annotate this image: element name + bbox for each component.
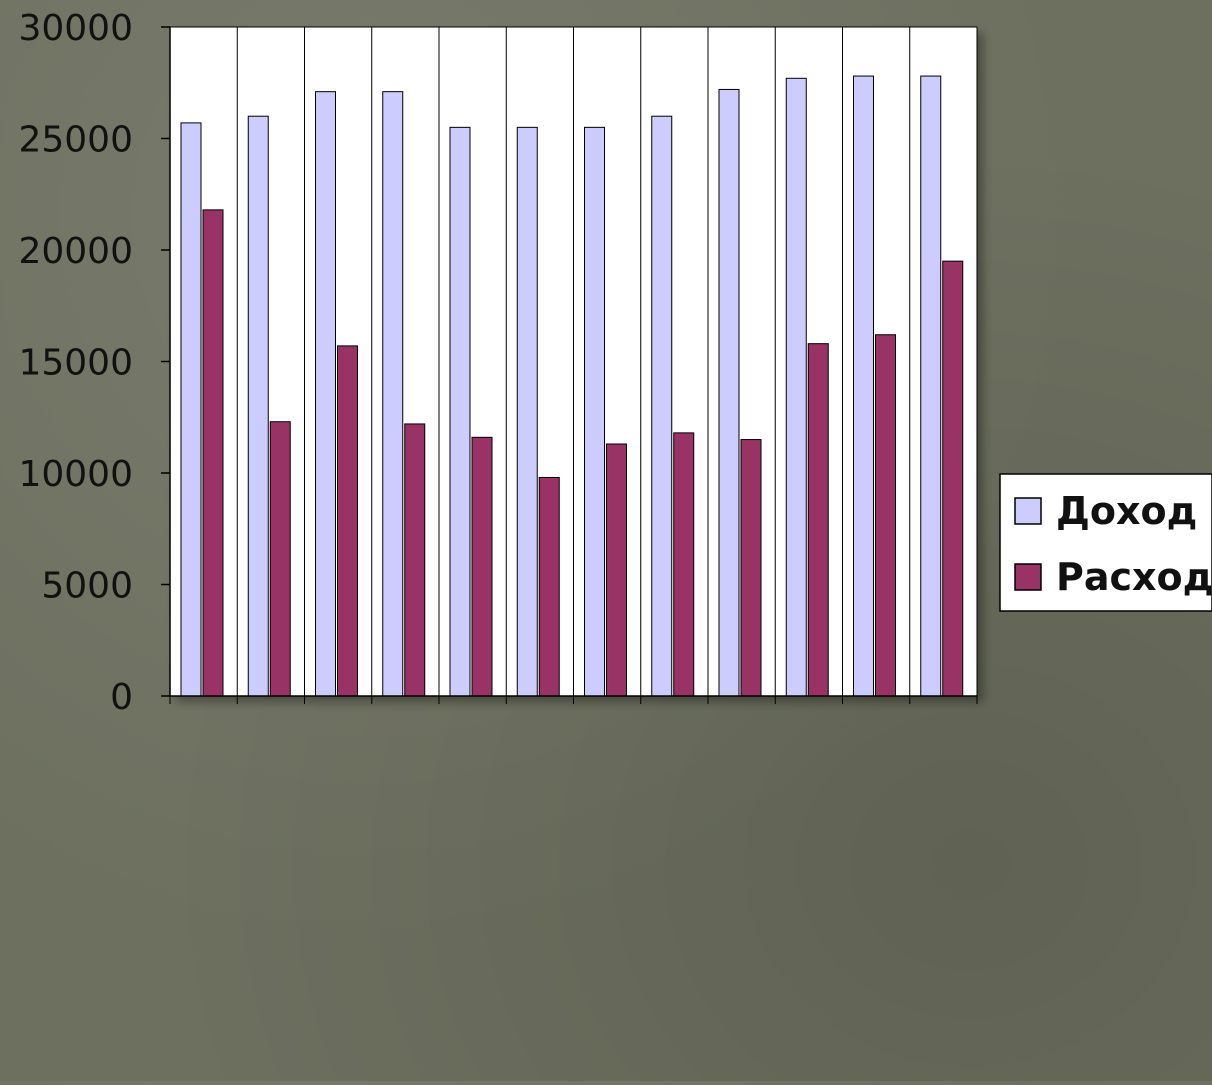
legend-label: Доход xyxy=(1056,489,1197,533)
y-tick-label: 30000 xyxy=(18,8,133,49)
bar-income xyxy=(651,115,673,697)
category-gridlines xyxy=(169,27,978,704)
legend-label: Расход xyxy=(1056,555,1212,599)
legend-swatch xyxy=(1014,563,1042,591)
bar-expense xyxy=(538,476,560,697)
bar-income xyxy=(516,126,538,697)
y-tick-label: 20000 xyxy=(18,231,133,272)
bar-expense xyxy=(740,439,762,697)
legend: Доход Расход xyxy=(999,473,1212,612)
bar-income xyxy=(584,126,605,697)
bar-income xyxy=(853,75,874,697)
y-tick-label: 10000 xyxy=(18,454,133,495)
y-tick-labels: 0 5000 10000 15000 20000 25000 30000 xyxy=(18,8,133,718)
bar-expense xyxy=(875,334,896,697)
bar-income xyxy=(180,122,202,697)
y-tick-label: 15000 xyxy=(18,343,133,384)
bar-expense xyxy=(337,345,358,697)
bar-expense xyxy=(471,436,493,697)
bar-expense xyxy=(606,443,627,697)
bar-income xyxy=(920,75,942,697)
legend-swatch xyxy=(1014,497,1042,525)
bar-income xyxy=(449,126,471,697)
bar-expense xyxy=(942,260,964,697)
bar-income xyxy=(382,91,404,697)
bar-expense xyxy=(404,423,426,697)
bar-expense xyxy=(673,432,695,697)
bar-expense xyxy=(269,421,291,697)
axes-group xyxy=(161,26,978,697)
y-tick-label: 25000 xyxy=(18,120,133,161)
bar-expense xyxy=(202,209,224,697)
y-tick-label: 0 xyxy=(110,677,133,718)
bar-income xyxy=(247,115,269,697)
bars-group xyxy=(180,75,964,697)
bar-income xyxy=(718,88,740,697)
y-tick-label: 5000 xyxy=(41,566,133,607)
bar-expense xyxy=(807,343,829,697)
bar-income xyxy=(315,91,336,697)
bar-income xyxy=(785,77,807,697)
